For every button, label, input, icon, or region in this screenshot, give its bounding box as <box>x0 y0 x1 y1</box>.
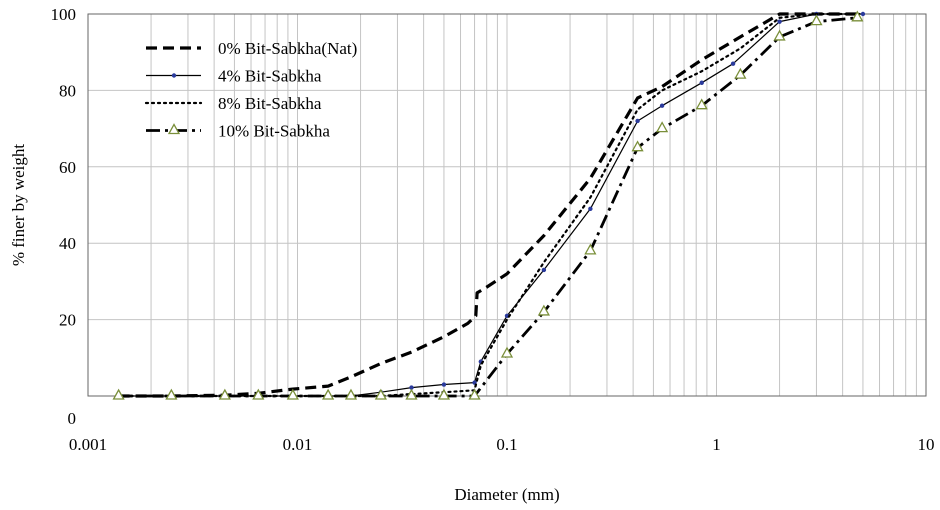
plot-frame <box>87 13 927 397</box>
legend-label: 0% Bit-Sabkha(Nat) <box>218 39 357 58</box>
data-point <box>635 118 640 124</box>
y-tick-label: 60 <box>59 158 76 177</box>
x-tick-label: 10 <box>918 435 935 454</box>
legend-item: 4% Bit-Sabkha <box>146 67 322 86</box>
data-point <box>252 388 265 400</box>
data-point <box>777 19 782 24</box>
data-point <box>344 388 358 400</box>
data-point <box>374 388 387 400</box>
y-tick-label: 80 <box>59 81 76 100</box>
legend-label: 8% Bit-Sabkha <box>218 94 322 113</box>
data-point <box>167 123 181 135</box>
data-point <box>405 388 418 400</box>
x-axis-title: Diameter (mm) <box>454 485 559 504</box>
data-point <box>218 388 231 400</box>
data-point <box>171 73 177 78</box>
y-tick-label: 40 <box>59 234 76 253</box>
data-point <box>810 14 823 26</box>
data-point <box>656 121 669 133</box>
x-tick-label: 0.1 <box>496 435 517 454</box>
data-point <box>500 346 514 358</box>
series-1 <box>118 12 863 398</box>
legend: 0% Bit-Sabkha(Nat) 4% Bit-Sabkha 8% Bit-Sa… <box>144 39 357 141</box>
legend-label: 4% Bit-Sabkha <box>218 67 322 86</box>
data-point <box>851 10 864 22</box>
data-point <box>437 388 451 400</box>
data-point <box>286 388 299 400</box>
data-point <box>541 267 547 273</box>
data-point <box>659 103 665 108</box>
data-point <box>322 388 335 400</box>
y-tick-label: 0 <box>68 409 77 428</box>
x-tick-label: 0.001 <box>69 435 107 454</box>
legend-item: 10% Bit-Sabkha <box>146 122 330 141</box>
data-point <box>537 304 550 316</box>
legend-label: 10% Bit-Sabkha <box>218 122 330 141</box>
series-layer <box>112 10 866 400</box>
data-point <box>730 61 736 66</box>
data-point <box>695 98 708 110</box>
x-tick-label: 0.01 <box>283 435 313 454</box>
data-point <box>860 11 866 17</box>
data-point <box>699 80 704 85</box>
y-tick-label: 100 <box>51 5 77 24</box>
legend-item: 0% Bit-Sabkha(Nat) <box>146 39 357 58</box>
data-point <box>409 385 414 390</box>
data-point <box>112 388 125 400</box>
data-point <box>584 243 597 255</box>
x-tick-label: 1 <box>712 435 721 454</box>
data-point <box>734 67 747 79</box>
legend-item: 8% Bit-Sabkha <box>144 94 322 113</box>
data-point <box>468 388 481 400</box>
series-line <box>118 12 863 398</box>
data-point <box>588 206 593 212</box>
data-point <box>773 29 786 41</box>
data-point <box>165 388 178 400</box>
data-point <box>631 140 644 152</box>
y-axis-title: % finer by weight <box>9 144 28 267</box>
data-point <box>441 382 447 387</box>
grid <box>87 13 926 397</box>
series-4 <box>112 10 864 400</box>
y-tick-label: 20 <box>59 311 76 330</box>
